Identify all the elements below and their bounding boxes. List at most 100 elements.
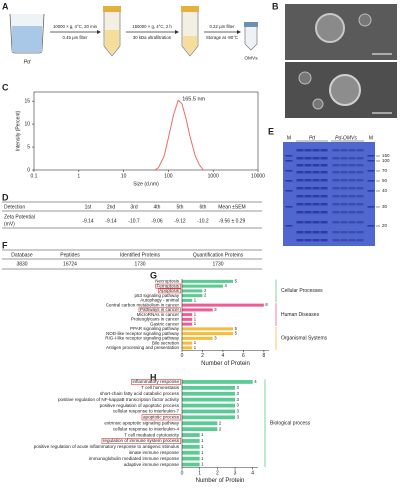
lane-label: M — [369, 135, 373, 141]
table-header: Quantification Proteins — [193, 252, 244, 258]
vesicle — [312, 98, 324, 110]
x-tick-label: 4 — [251, 470, 254, 476]
band — [332, 239, 340, 242]
x-axis-label: Number of Protein — [196, 478, 245, 484]
band — [312, 203, 320, 206]
y-axis-label: Intensity (Percent) — [15, 110, 21, 151]
marker-label: 70 — [382, 168, 388, 173]
value-label: 2 — [204, 293, 207, 298]
table-cell: -10.7 — [128, 218, 140, 224]
band — [312, 187, 320, 190]
band — [367, 206, 375, 208]
vial-cap — [244, 22, 258, 27]
band — [356, 231, 364, 234]
band — [356, 164, 364, 167]
bar — [182, 444, 200, 449]
bar — [182, 284, 223, 288]
band — [296, 239, 304, 242]
band — [348, 195, 356, 198]
band — [312, 231, 320, 234]
value-label: 5 — [235, 278, 238, 283]
category-label: cellular response to interleukin-4 — [113, 426, 180, 431]
table-header: 4th — [154, 204, 161, 210]
band — [356, 157, 364, 160]
gel-bands — [285, 149, 375, 242]
marker-label: 50 — [382, 178, 388, 183]
step-note: 0.45 μm filter — [63, 35, 88, 40]
band — [304, 164, 312, 167]
band — [320, 157, 328, 160]
marker-label: 30 — [382, 204, 388, 209]
value-label: 4 — [254, 379, 257, 384]
step-condition: 10000 × g, 4°C, 20 min — [53, 24, 98, 29]
band — [332, 203, 340, 206]
band — [285, 170, 293, 172]
arrow-head — [175, 30, 179, 34]
table-cell: 1730 — [212, 261, 223, 267]
band — [348, 231, 356, 234]
x-tick-label: 4 — [222, 353, 225, 359]
band — [296, 187, 304, 190]
step-note: 30 kDa ultrafiltration — [133, 35, 172, 40]
band — [296, 231, 304, 234]
band — [332, 231, 340, 234]
bar — [182, 427, 218, 432]
lane-label: M — [287, 135, 291, 141]
band — [312, 211, 320, 214]
band — [296, 164, 304, 167]
step-condition: 150000 × g, 4°C, 2 h — [132, 24, 172, 29]
highlight-box — [141, 414, 181, 421]
category-label: T cell mediated cytotoxicity — [124, 432, 180, 437]
band — [320, 211, 328, 214]
band — [348, 171, 356, 174]
band — [340, 187, 348, 190]
band — [340, 239, 348, 242]
table-header: 2nd — [107, 204, 116, 210]
band — [367, 180, 375, 182]
band — [356, 239, 364, 242]
category-label: Autophagy - animal — [140, 298, 179, 303]
x-tick-label: 1000 — [208, 173, 219, 179]
band — [320, 164, 328, 167]
band — [348, 203, 356, 206]
panel-letter: B — [272, 1, 279, 11]
band — [332, 187, 340, 190]
group-label: Human Diseases — [281, 312, 320, 318]
band — [340, 211, 348, 214]
band — [348, 239, 356, 242]
panel-letter: G — [150, 270, 157, 280]
bar — [182, 462, 200, 467]
bar — [182, 317, 193, 321]
x-tick-label: 1 — [198, 470, 201, 476]
bar — [182, 279, 234, 283]
band — [367, 170, 375, 172]
x-tick-label: 10000 — [251, 173, 265, 179]
panel-letter: E — [268, 126, 274, 136]
bar — [182, 433, 200, 437]
y-tick-label: 15 — [24, 99, 30, 105]
panel-letter: F — [2, 240, 8, 250]
band — [312, 157, 320, 160]
band — [320, 149, 328, 152]
bar — [182, 409, 236, 414]
bar — [182, 341, 193, 345]
band — [312, 171, 320, 174]
annotation: 165.5 nm — [182, 97, 205, 103]
band — [296, 179, 304, 182]
band — [296, 221, 304, 224]
x-axis-label: Size (d.nm) — [133, 181, 159, 187]
table-header: Peptides — [60, 252, 80, 258]
table-cell: 16724 — [63, 261, 77, 267]
bar — [182, 332, 234, 336]
panel-letter: D — [2, 192, 9, 202]
band — [296, 195, 304, 198]
value-label: 1 — [201, 462, 204, 467]
category-label: Central carbon metabolism in cancer — [106, 302, 180, 307]
band — [304, 149, 312, 152]
bar — [182, 380, 253, 384]
x-tick-label: 100 — [164, 173, 173, 179]
band — [296, 211, 304, 214]
band — [312, 179, 320, 182]
product-label: OMVs — [244, 55, 258, 61]
